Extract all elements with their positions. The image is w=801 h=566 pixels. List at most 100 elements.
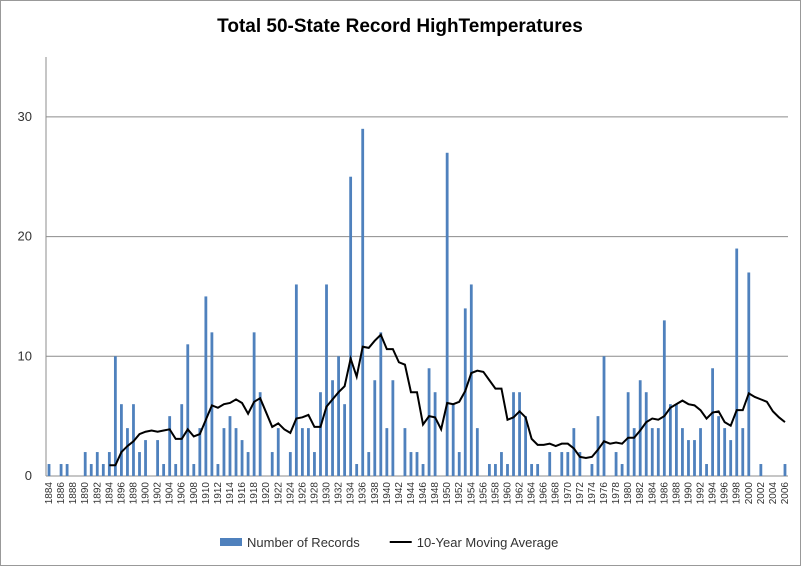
bar: [487, 464, 491, 476]
x-tick-label: 1988: [671, 482, 682, 505]
x-tick-label: 1964: [527, 482, 538, 505]
bar: [662, 320, 666, 476]
x-tick-label: 1922: [273, 482, 284, 505]
x-tick-label: 1918: [249, 482, 260, 505]
x-tick-label: 1886: [56, 482, 67, 505]
x-tick-label: 2000: [744, 482, 755, 505]
bar: [717, 416, 721, 476]
bar: [379, 332, 383, 476]
bar: [276, 428, 280, 476]
bar: [367, 452, 371, 476]
x-tick-label: 1958: [490, 482, 501, 505]
legend-label: 10-Year Moving Average: [417, 535, 559, 550]
x-tick-label: 1934: [346, 482, 357, 505]
bar: [83, 452, 87, 476]
bar: [699, 428, 702, 476]
bar: [602, 356, 606, 476]
x-tick-label: 1954: [466, 482, 477, 505]
bar: [258, 392, 262, 476]
x-tick-label: 1898: [128, 482, 139, 505]
y-tick-label: 30: [18, 109, 32, 124]
x-tick-label: 1890: [80, 482, 91, 505]
x-tick-label: 1906: [177, 482, 188, 505]
bar: [385, 428, 389, 476]
bar: [626, 392, 630, 476]
bar: [331, 380, 334, 476]
bar: [337, 356, 340, 476]
bar: [162, 464, 166, 476]
x-tick-label: 1892: [92, 482, 103, 505]
bar: [307, 428, 310, 476]
bar: [711, 368, 714, 476]
bar: [89, 464, 93, 476]
x-tick-label: 1978: [611, 482, 622, 505]
x-tick-label: 1910: [201, 482, 212, 505]
x-tick-label: 1928: [309, 482, 320, 505]
bar: [566, 452, 570, 476]
x-tick-label: 1992: [696, 482, 707, 505]
bar: [300, 428, 304, 476]
bar: [656, 428, 660, 476]
x-tick-label: 1972: [575, 482, 586, 505]
x-tick-label: 1944: [406, 482, 417, 505]
bar: [343, 404, 347, 476]
bar: [47, 464, 51, 476]
y-tick-label: 0: [25, 468, 32, 483]
bar: [228, 416, 232, 476]
bar: [500, 452, 503, 476]
bar: [288, 452, 292, 476]
bar: [681, 428, 684, 476]
bar: [415, 452, 419, 476]
bar: [107, 452, 111, 476]
bar: [518, 392, 521, 476]
bar: [445, 152, 449, 476]
line: [109, 332, 786, 467]
x-tick-label: 1902: [153, 482, 164, 505]
bar: [572, 428, 576, 476]
bar: [252, 332, 256, 476]
bar: [590, 464, 594, 476]
x-tick-label: 1912: [213, 482, 224, 505]
x-tick-label: 1908: [189, 482, 200, 505]
bar: [783, 464, 787, 476]
bar: [668, 404, 672, 476]
bar: [361, 128, 365, 477]
bar: [548, 452, 552, 476]
bar: [270, 452, 274, 476]
x-tick-label: 1990: [683, 482, 694, 505]
bar: [204, 296, 208, 476]
bar: [578, 452, 582, 476]
bar: [530, 464, 534, 476]
bar: [638, 380, 642, 476]
x-tick-label: 1920: [261, 482, 272, 505]
y-tick-label: 10: [18, 348, 32, 363]
x-tick-label: 1982: [635, 482, 646, 505]
x-tick-label: 1896: [116, 482, 127, 505]
x-tick-label: 2006: [780, 482, 791, 505]
x-tick-label: 1900: [141, 482, 152, 505]
x-tick-label: 1930: [322, 482, 333, 505]
bar: [294, 284, 298, 476]
bar: [355, 464, 359, 476]
x-tick-label: 1970: [563, 482, 574, 505]
x-tick-label: 1932: [334, 482, 345, 505]
bar: [120, 404, 123, 476]
bar: [59, 464, 63, 476]
x-tick-label: 1938: [370, 482, 381, 505]
x-tick-label: 1942: [394, 482, 405, 505]
bar: [494, 464, 497, 476]
bar: [391, 380, 395, 476]
bar: [180, 404, 184, 476]
bar: [246, 452, 250, 476]
bar: [126, 428, 129, 476]
bar: [192, 464, 196, 476]
bar: [403, 428, 407, 476]
bar: [240, 440, 244, 476]
bar: [506, 464, 509, 476]
bar: [741, 428, 745, 476]
chart-title: Total 50-State Record HighTemperatures: [217, 16, 583, 37]
x-tick-label: 1924: [285, 482, 296, 505]
bar: [427, 368, 431, 476]
